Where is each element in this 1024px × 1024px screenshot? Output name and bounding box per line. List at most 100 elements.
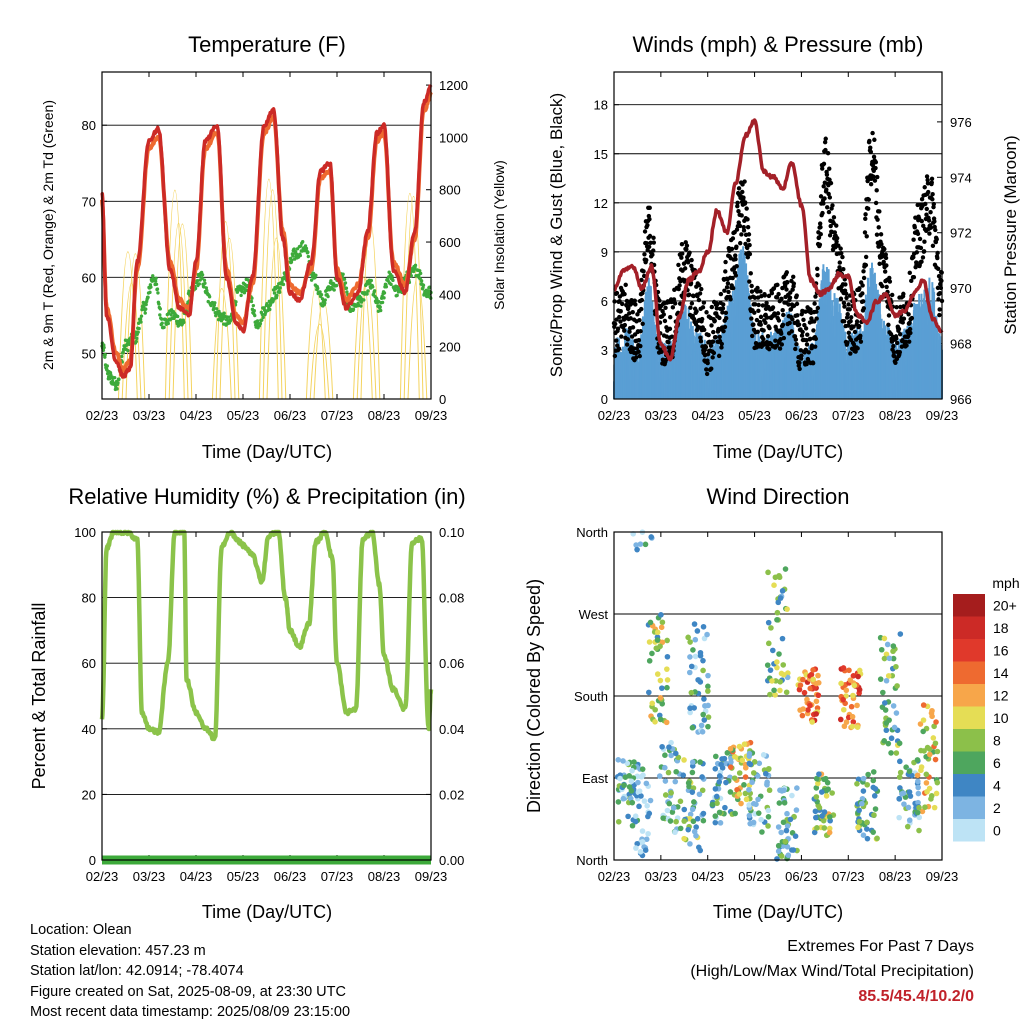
gust-point <box>742 179 747 184</box>
dewpoint-point <box>251 303 256 308</box>
dewpoint-point <box>419 279 424 283</box>
direction-point <box>882 707 889 713</box>
colorbar-swatch <box>953 774 985 797</box>
direction-point <box>918 764 925 770</box>
direction-point <box>805 707 811 713</box>
direction-point <box>689 806 696 813</box>
gust-point <box>843 282 848 287</box>
gust-point <box>765 333 771 339</box>
gust-point <box>929 180 934 185</box>
gust-point <box>872 137 877 142</box>
direction-point <box>699 787 706 794</box>
direction-point <box>734 786 740 793</box>
gust-point <box>797 366 802 372</box>
gust-point <box>695 293 700 299</box>
gust-point <box>908 330 913 336</box>
dewpoint-point <box>369 278 374 283</box>
plot-border <box>613 71 943 400</box>
gust-point <box>791 274 796 279</box>
gust-point <box>928 209 933 215</box>
direction-point <box>688 689 695 696</box>
extremes-values: 85.5/45.4/10.2/0 <box>858 988 974 1005</box>
gust-point <box>796 322 802 327</box>
dewpoint-point <box>112 375 117 380</box>
gust-point <box>860 283 865 288</box>
gust-point <box>802 322 807 328</box>
gust-point <box>814 316 819 321</box>
gust-point <box>784 287 789 292</box>
direction-point <box>931 723 937 730</box>
direction-point <box>793 807 800 813</box>
gust-point <box>919 197 925 202</box>
gust-point <box>696 297 702 303</box>
direction-point <box>687 841 693 847</box>
gust-point <box>697 283 702 288</box>
direction-point <box>736 770 743 776</box>
gust-point <box>832 230 838 235</box>
gust-point <box>909 315 915 321</box>
direction-point <box>823 793 830 799</box>
direction-point <box>663 719 670 726</box>
direction-point <box>642 541 649 548</box>
gust-point <box>704 367 709 372</box>
x-tick-label: 05/23 <box>738 869 771 884</box>
gust-point <box>751 322 756 327</box>
direction-point <box>654 637 661 643</box>
direction-point <box>659 685 665 691</box>
direction-point <box>727 789 734 795</box>
gust-point <box>679 255 684 260</box>
gust-point <box>849 315 854 320</box>
gust-point <box>638 343 643 349</box>
direction-point <box>643 836 650 843</box>
direction-point <box>854 724 861 731</box>
gust-point <box>717 334 722 340</box>
gust-point <box>709 323 714 328</box>
direction-point <box>814 825 820 831</box>
dewpoint-point <box>135 336 139 341</box>
gust-point <box>804 342 810 347</box>
gust-point <box>729 246 735 252</box>
gust-point <box>736 220 741 225</box>
gust-point <box>924 212 929 217</box>
y2-tick-label: 600 <box>439 235 461 250</box>
gust-point <box>700 305 706 310</box>
gust-point <box>631 346 636 351</box>
direction-point <box>784 810 790 817</box>
gust-point <box>844 291 849 296</box>
gust-point <box>927 231 932 236</box>
gust-point <box>825 150 831 156</box>
direction-point <box>843 719 850 725</box>
gust-point <box>733 253 738 258</box>
humidity-xlabel: Time (Day/UTC) <box>202 902 332 922</box>
gust-point <box>759 294 764 299</box>
gust-point <box>724 285 730 290</box>
gust-point <box>723 259 728 265</box>
temperature-2m-line <box>100 84 433 379</box>
gust-point <box>630 309 635 315</box>
gust-point <box>926 218 932 223</box>
dewpoint-point <box>395 293 399 298</box>
gust-point <box>828 180 834 186</box>
gust-point <box>758 322 763 327</box>
y-tick-label: South <box>574 689 608 704</box>
x-tick-label: 07/23 <box>321 869 354 884</box>
gust-point <box>614 338 619 343</box>
direction-point <box>672 750 679 757</box>
colorbar-label: 14 <box>993 665 1009 681</box>
dewpoint-point <box>187 289 191 293</box>
dewpoint-point <box>393 288 397 293</box>
direction-point <box>649 650 655 657</box>
direction-point <box>784 844 791 850</box>
direction-point <box>819 813 825 819</box>
gust-point <box>628 316 633 321</box>
direction-point <box>777 678 783 685</box>
colorbar-swatch <box>953 661 985 684</box>
x-tick-label: 07/23 <box>832 869 865 884</box>
pressure-line <box>613 118 944 362</box>
direction-point <box>636 803 642 810</box>
dewpoint-point <box>309 278 314 282</box>
direction-point <box>890 643 897 649</box>
gust-point <box>617 314 622 320</box>
dewpoint-point <box>351 307 356 312</box>
direction-point <box>764 662 771 668</box>
